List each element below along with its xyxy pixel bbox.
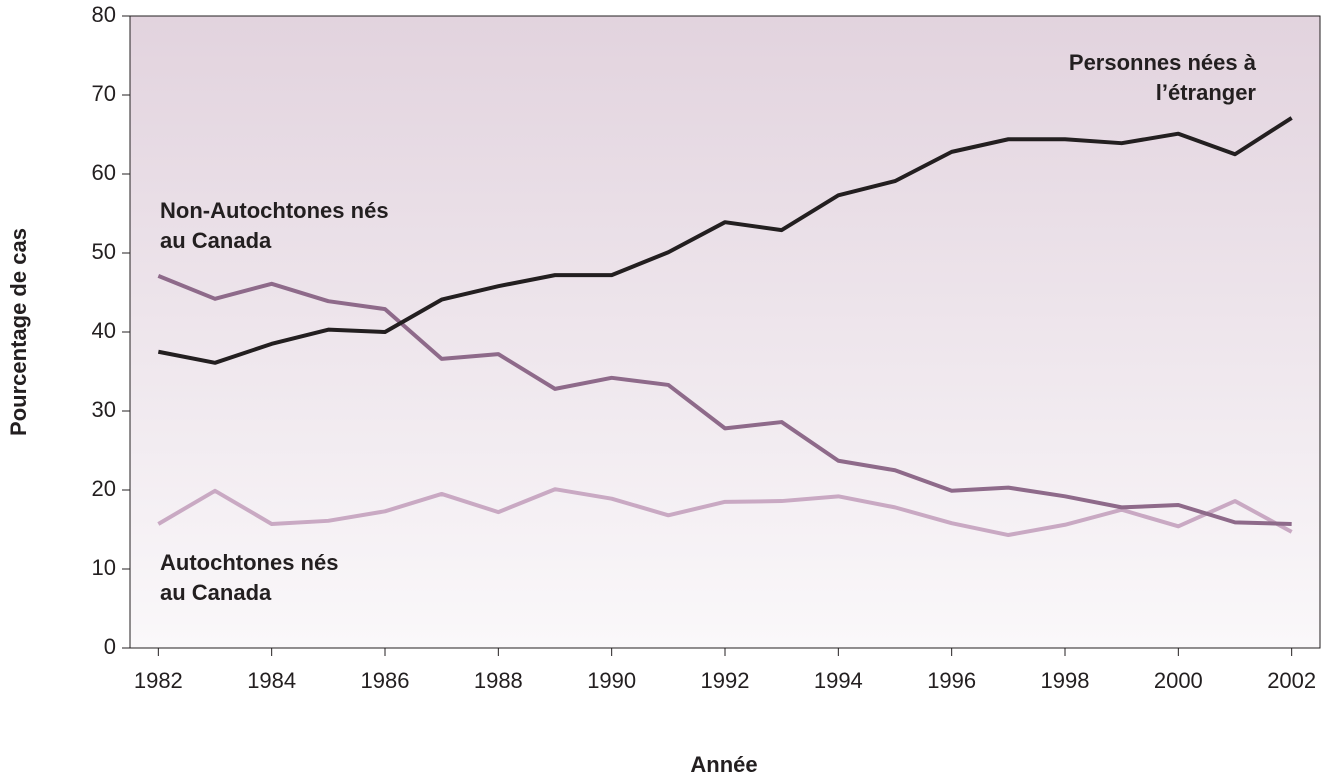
y-tick-label: 80 <box>92 2 116 27</box>
x-tick-label: 1992 <box>701 668 750 693</box>
x-tick-label: 1994 <box>814 668 863 693</box>
series-label: Autochtones nés au Canada <box>160 550 339 605</box>
x-axis-title: Année <box>690 752 757 777</box>
y-tick-label: 30 <box>92 397 116 422</box>
plot-area <box>129 15 1321 649</box>
y-tick-label: 70 <box>92 81 116 106</box>
y-tick-label: 50 <box>92 239 116 264</box>
x-tick-label: 1990 <box>587 668 636 693</box>
y-tick-label: 20 <box>92 476 116 501</box>
x-tick-label: 2002 <box>1267 668 1316 693</box>
y-tick-label: 40 <box>92 318 116 343</box>
y-tick-label: 10 <box>92 555 116 580</box>
series-label: Non-Autochtones nés au Canada <box>160 198 389 253</box>
series-line <box>157 116 1293 365</box>
y-tick-label: 60 <box>92 160 116 185</box>
x-tick-label: 2000 <box>1154 668 1203 693</box>
series-label: Personnes nées à l’étranger <box>1068 50 1256 105</box>
x-tick-label: 1986 <box>361 668 410 693</box>
y-tick-label: 0 <box>104 634 116 659</box>
x-tick-label: 1984 <box>247 668 296 693</box>
y-axis-title: Pourcentage de cas <box>6 228 31 436</box>
x-tick-label: 1982 <box>134 668 183 693</box>
series-line <box>157 274 1292 526</box>
series-line <box>157 487 1293 538</box>
x-tick-label: 1988 <box>474 668 523 693</box>
x-tick-label: 1996 <box>927 668 976 693</box>
x-tick-label: 1998 <box>1041 668 1090 693</box>
